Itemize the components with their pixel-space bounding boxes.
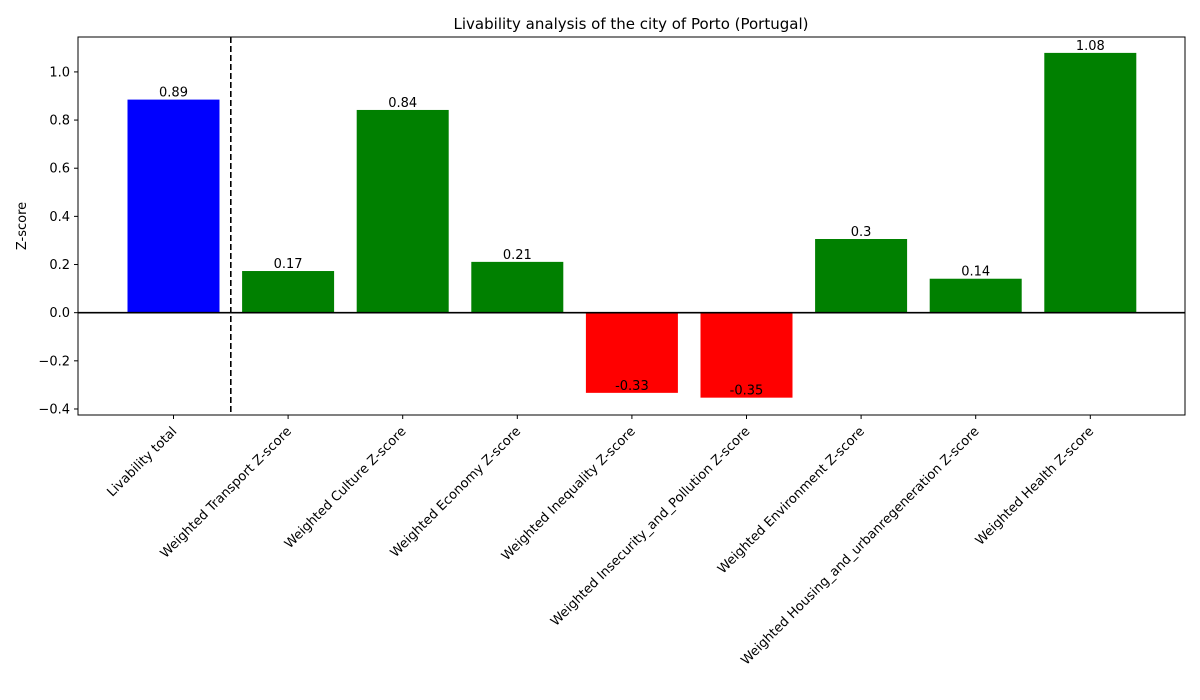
y-tick-label-5: 0.6 [49, 162, 70, 177]
x-tick-label-2: Weighted Culture Z-score [282, 424, 410, 552]
bar-3 [471, 261, 564, 313]
bar-1 [242, 271, 335, 313]
bar-5 [700, 312, 793, 398]
y-tick-label-2: 0.0 [49, 306, 70, 321]
bar-0 [127, 99, 220, 313]
data-label-7: 0.14 [961, 265, 990, 280]
y-tick-label-4: 0.4 [49, 210, 70, 225]
data-label-2: 0.84 [388, 96, 417, 111]
data-label-1: 0.17 [274, 257, 303, 272]
bars-group [127, 52, 1137, 398]
bar-8 [1044, 52, 1137, 313]
data-label-3: 0.21 [503, 248, 532, 263]
chart-title: Livability analysis of the city of Porto… [454, 15, 809, 33]
data-label-6: 0.3 [851, 225, 872, 240]
y-tick-label-6: 0.8 [49, 114, 70, 129]
y-tick-label-3: 0.2 [49, 258, 70, 273]
y-tick-label-7: 1.0 [49, 65, 70, 80]
x-tick-label-1: Weighted Transport Z-score [158, 424, 295, 561]
x-tick-label-7: Weighted Housing_and_urbanregeneration Z… [738, 424, 982, 668]
bar-7 [929, 278, 1022, 313]
x-tick-label-0: Livability total [104, 424, 180, 500]
data-label-4: -0.33 [615, 379, 649, 394]
data-label-8: 1.08 [1076, 39, 1105, 54]
data-label-5: -0.35 [730, 384, 764, 399]
data-label-0: 0.89 [159, 86, 188, 101]
x-tick-label-8: Weighted Health Z-score [973, 424, 1097, 548]
y-tick-label-0: −0.4 [38, 402, 70, 417]
bar-6 [815, 239, 908, 313]
y-axis-ticks: −0.4 −0.2 0.0 0.2 0.4 0.6 0.8 1.0 [38, 65, 78, 417]
bar-4 [585, 312, 678, 393]
overlay-group: 0.89 0.17 0.84 0.21 -0.33 -0.35 0.3 0.14 1.08 [78, 37, 1185, 415]
y-axis-label: Z-score [15, 202, 30, 250]
x-tick-label-5: Weighted Insecurity_and_Pollution Z-scor… [548, 424, 753, 629]
y-tick-label-1: −0.2 [38, 354, 70, 369]
x-tick-label-4: Weighted Inequality Z-score [499, 424, 639, 564]
bar-2 [356, 109, 449, 313]
x-tick-label-3: Weighted Economy Z-score [388, 424, 524, 560]
